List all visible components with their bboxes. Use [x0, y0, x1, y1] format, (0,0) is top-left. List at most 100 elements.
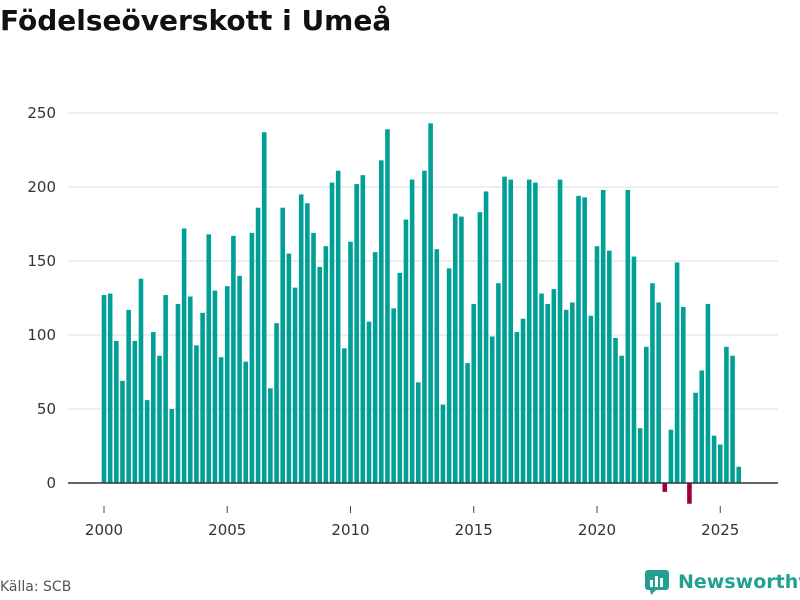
- bar: [594, 246, 600, 483]
- bar: [169, 409, 175, 483]
- bar: [637, 428, 643, 483]
- bar: [459, 216, 464, 483]
- bar: [292, 287, 298, 483]
- bar: [477, 212, 483, 483]
- bar: [489, 336, 495, 483]
- bar: [151, 332, 156, 483]
- bar: [175, 303, 181, 483]
- bar: [280, 207, 286, 483]
- bar: [224, 286, 230, 483]
- source-note: Källa: SCB: [0, 579, 72, 595]
- bar: [181, 228, 187, 483]
- bar: [600, 189, 606, 483]
- bar: [724, 346, 729, 483]
- bar: [206, 234, 212, 483]
- bar: [354, 184, 359, 484]
- bar: [348, 241, 353, 483]
- bar: [452, 213, 458, 483]
- bar: [730, 355, 735, 483]
- bar: [446, 268, 452, 483]
- bar: [194, 345, 199, 483]
- bar: [366, 321, 372, 483]
- bar: [631, 256, 637, 483]
- bar: [717, 444, 723, 483]
- bar: [329, 182, 335, 483]
- x-tick-label: 2020: [578, 521, 616, 539]
- bar: [391, 308, 396, 483]
- newsworthy-brand: Newsworthy: [644, 569, 800, 595]
- bar: [200, 312, 205, 483]
- bar: [570, 302, 575, 483]
- bars: [101, 123, 742, 504]
- bar: [607, 250, 612, 483]
- bar: [539, 293, 544, 483]
- bar: [372, 252, 378, 483]
- bar: [107, 293, 113, 483]
- bar: [711, 435, 717, 483]
- bar: [428, 123, 433, 484]
- bar: [360, 175, 366, 483]
- y-tick-label: 100: [27, 326, 56, 344]
- bar: [126, 309, 131, 483]
- bar: [668, 429, 674, 483]
- bar: [286, 253, 292, 483]
- bar: [588, 315, 594, 483]
- bar: [563, 309, 569, 483]
- x-tick-label: 2005: [208, 521, 246, 539]
- chart-title: Födelseöverskott i Umeå: [0, 4, 392, 37]
- bar: [650, 283, 655, 483]
- bar: [231, 235, 236, 483]
- bar: [342, 348, 347, 483]
- bar: [434, 249, 440, 483]
- bar: [644, 346, 649, 483]
- bar: [335, 170, 341, 483]
- bar: [687, 483, 692, 504]
- bar: [114, 340, 119, 483]
- bar: [249, 232, 255, 483]
- bar: [268, 388, 273, 483]
- x-tick-label: 2015: [455, 521, 493, 539]
- bar: [520, 318, 526, 483]
- x-tick-label: 2000: [85, 521, 123, 539]
- y-tick-label: 150: [27, 252, 56, 270]
- y-tick-label: 0: [46, 474, 56, 492]
- bar: [422, 170, 427, 483]
- bar: [526, 179, 532, 483]
- bar: [496, 283, 501, 483]
- bar: [138, 278, 144, 483]
- y-tick-label: 200: [27, 178, 56, 196]
- bar: [680, 306, 686, 483]
- bar: [705, 303, 711, 483]
- bar: [403, 219, 409, 483]
- bar: [465, 363, 470, 483]
- bar: [736, 466, 742, 483]
- bar: [243, 361, 249, 483]
- bar: [415, 382, 421, 483]
- bar: [187, 296, 193, 483]
- bar: [144, 400, 150, 483]
- bar: [582, 197, 587, 484]
- bar: [255, 207, 261, 483]
- bar: [163, 295, 168, 483]
- bar: [674, 262, 680, 483]
- y-tick-label: 50: [37, 400, 56, 418]
- bar: [625, 189, 631, 483]
- bar: [508, 179, 514, 483]
- bar: [656, 302, 661, 483]
- bar: [397, 272, 403, 483]
- bar: [471, 303, 477, 483]
- bar: [237, 275, 242, 483]
- bar: [311, 232, 316, 483]
- bar: [557, 179, 563, 483]
- bar: [120, 380, 125, 483]
- bar: [545, 303, 550, 483]
- x-tick-label: 2025: [701, 521, 739, 539]
- bar: [305, 203, 310, 483]
- bar: [502, 176, 507, 483]
- bar: [379, 160, 384, 484]
- bar: [317, 266, 322, 483]
- bar: [298, 194, 304, 483]
- bar: [274, 323, 279, 483]
- bar: [440, 404, 446, 483]
- bar: [533, 182, 538, 483]
